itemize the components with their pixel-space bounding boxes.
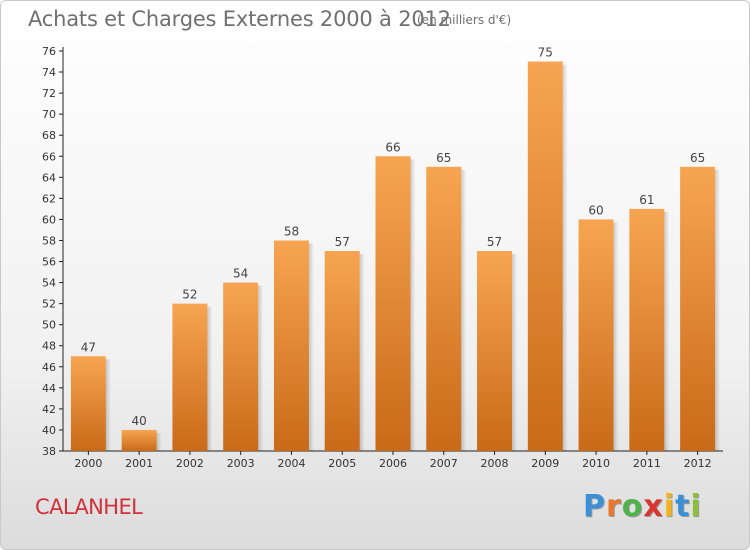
proxiti-logo[interactable]: Proxiti xyxy=(583,489,702,524)
y-tick-label: 40 xyxy=(42,424,56,437)
bar-shadow xyxy=(512,254,518,451)
logo-letter: x xyxy=(643,489,664,524)
logo-letter: P xyxy=(583,489,606,524)
y-tick-label: 64 xyxy=(42,171,56,184)
logo-letter: o xyxy=(621,489,644,524)
bar-shadow xyxy=(715,169,721,451)
bar-shadow xyxy=(156,432,162,451)
bar-shadow xyxy=(461,169,467,451)
x-tick-label: 2010 xyxy=(582,457,610,470)
x-tick-label: 2002 xyxy=(176,457,204,470)
bar xyxy=(324,251,360,451)
data-label: 65 xyxy=(436,151,451,165)
bar-shadow xyxy=(562,64,568,452)
data-label: 66 xyxy=(385,140,400,154)
y-tick-label: 54 xyxy=(42,277,56,290)
bar xyxy=(375,156,411,451)
x-tick-label: 2008 xyxy=(481,457,509,470)
y-tick-label: 72 xyxy=(42,87,56,100)
x-tick-label: 2011 xyxy=(633,457,661,470)
bar-shadow xyxy=(410,159,416,451)
bar xyxy=(477,251,513,451)
data-label: 52 xyxy=(182,288,197,302)
bar-shadow xyxy=(258,285,264,451)
data-label: 40 xyxy=(132,414,147,428)
y-tick-label: 70 xyxy=(42,108,56,121)
bar xyxy=(680,166,716,451)
data-label: 65 xyxy=(690,151,705,165)
x-tick-label: 2001 xyxy=(125,457,153,470)
bar xyxy=(121,429,157,451)
y-tick-label: 50 xyxy=(42,319,56,332)
bar xyxy=(527,61,563,452)
y-tick-label: 48 xyxy=(42,340,56,353)
y-tick-label: 76 xyxy=(42,45,56,58)
chart-labels: 2000 47 2001 40 2002 52 2003 54 2004 58 2005 57 2006… xyxy=(74,46,711,470)
bar xyxy=(70,356,106,451)
y-tick-label: 66 xyxy=(42,150,56,163)
x-tick-label: 2006 xyxy=(379,457,407,470)
chart-subtitle: (en milliers d'€) xyxy=(417,13,512,27)
y-tick-label: 44 xyxy=(42,382,56,395)
data-label: 60 xyxy=(588,203,603,217)
y-tick-label: 58 xyxy=(42,234,56,247)
chart-bars xyxy=(70,61,721,452)
logo-letter: t xyxy=(675,489,691,524)
chart-axes: 38 40 42 44 46 48 50 52 54 56 58 60 62 64 66 68 70 72 74 76 xyxy=(42,45,723,458)
data-label: 54 xyxy=(233,267,248,281)
x-tick-label: 2005 xyxy=(328,457,356,470)
y-tick-label: 52 xyxy=(42,298,56,311)
bar xyxy=(172,303,208,451)
logo-letter: i xyxy=(690,489,702,524)
y-tick-label: 46 xyxy=(42,361,56,374)
bar-shadow xyxy=(613,222,619,451)
bar-shadow xyxy=(207,306,213,451)
y-tick-label: 56 xyxy=(42,256,56,269)
y-tick-label: 60 xyxy=(42,213,56,226)
x-tick-label: 2000 xyxy=(74,457,102,470)
bar-shadow xyxy=(105,359,111,451)
data-label: 47 xyxy=(81,340,96,354)
bar xyxy=(223,282,259,451)
bar xyxy=(629,208,665,451)
y-tick-label: 42 xyxy=(42,403,56,416)
x-tick-label: 2007 xyxy=(430,457,458,470)
x-tick-label: 2004 xyxy=(277,457,305,470)
data-label: 58 xyxy=(284,224,299,238)
bar-shadow xyxy=(359,254,365,451)
bar-shadow xyxy=(664,211,670,451)
logo-letter: r xyxy=(606,489,622,524)
x-tick-label: 2009 xyxy=(531,457,559,470)
y-tick-label: 68 xyxy=(42,129,56,142)
logo-letter: i xyxy=(663,489,676,524)
chart-title: Achats et Charges Externes 2000 à 2012 xyxy=(28,7,451,31)
data-label: 61 xyxy=(639,193,654,207)
x-tick-label: 2012 xyxy=(684,457,712,470)
bar-shadow xyxy=(308,243,314,451)
y-tick-label: 62 xyxy=(42,192,56,205)
bar xyxy=(578,219,614,451)
data-label: 57 xyxy=(335,235,350,249)
y-tick-label: 74 xyxy=(42,66,56,79)
bar xyxy=(273,240,309,451)
y-tick-label: 38 xyxy=(42,445,56,458)
bar xyxy=(426,166,462,451)
town-name: CALANHEL xyxy=(35,495,143,519)
data-label: 57 xyxy=(487,235,502,249)
data-label: 75 xyxy=(538,46,553,60)
x-tick-label: 2003 xyxy=(227,457,255,470)
